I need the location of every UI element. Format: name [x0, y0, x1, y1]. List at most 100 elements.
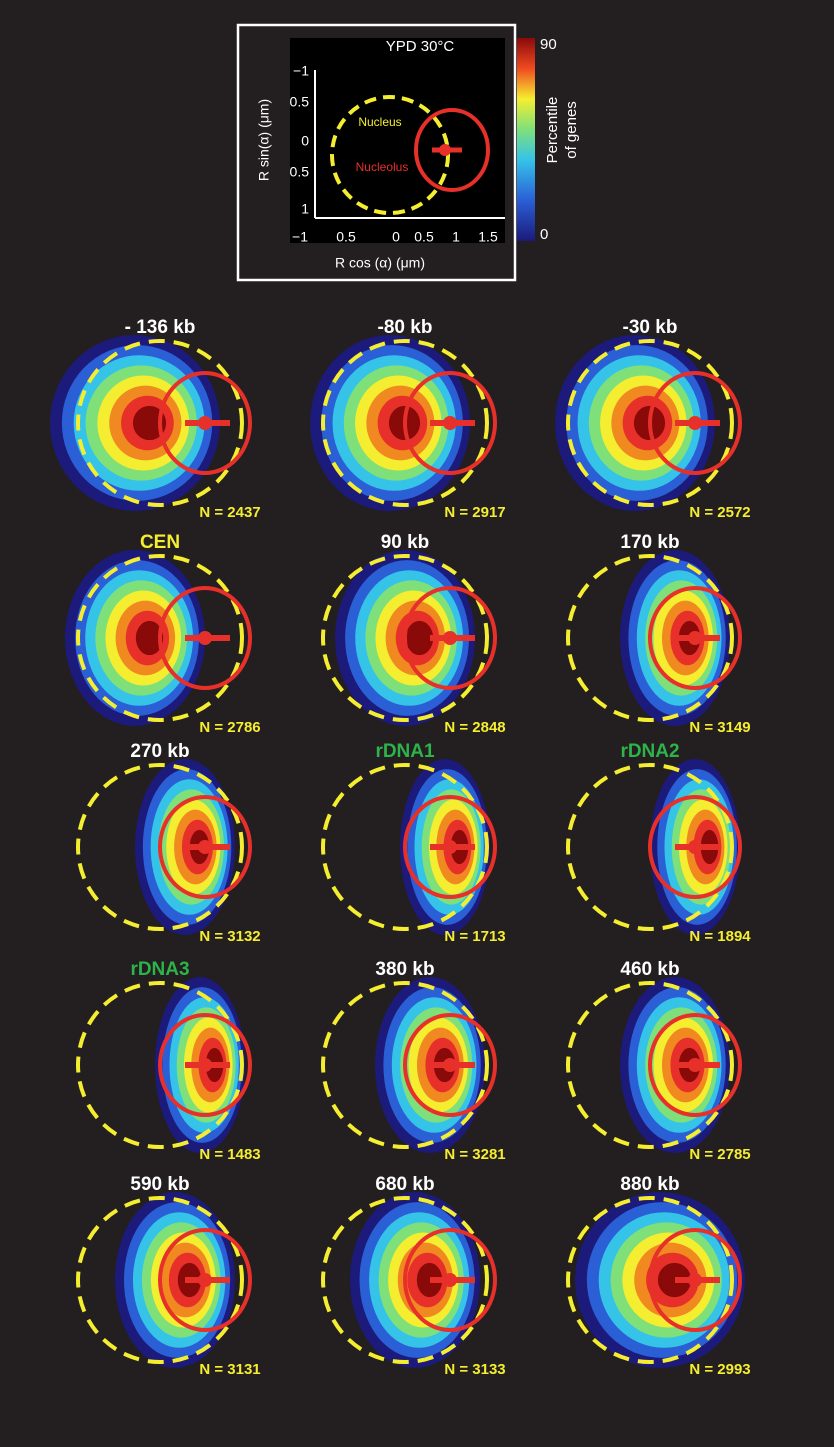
colorbar-max: 90 — [540, 36, 557, 53]
centroid — [688, 1058, 702, 1072]
centroid — [688, 1273, 702, 1287]
nucleus-outline — [566, 981, 734, 1149]
x-tick-label: 0.5 — [414, 229, 434, 245]
panel: -30 kb N = 2572 — [555, 317, 751, 521]
key-frame — [236, 23, 517, 282]
nucleolus-outline — [403, 586, 497, 690]
centroid — [688, 416, 702, 430]
panel: 460 kb N = 2785 — [566, 959, 751, 1163]
panel-title: rDNA2 — [620, 741, 679, 762]
centroid — [443, 631, 457, 645]
panel-count: N = 3133 — [444, 1361, 505, 1378]
nucleolus-outline — [648, 1228, 742, 1332]
panel-title: -30 kb — [623, 317, 678, 338]
colorbar — [517, 38, 535, 241]
centroid — [688, 840, 702, 854]
centroid — [443, 416, 457, 430]
colorbar-title: of genes — [563, 101, 580, 159]
panel-title: 380 kb — [375, 959, 434, 980]
centroid — [443, 840, 457, 854]
panel-title: 90 kb — [381, 532, 430, 553]
nucleolus-outline — [158, 586, 252, 690]
x-tick-label: 0.5 — [336, 229, 356, 245]
y-tick-label: 0.5 — [290, 94, 310, 110]
centroid — [198, 416, 212, 430]
panel: 90 kb N = 2848 — [321, 532, 506, 736]
panel-count: N = 3131 — [199, 1361, 260, 1378]
panel-count: N = 1713 — [444, 928, 505, 945]
nucleus-outline — [321, 981, 489, 1149]
x-tick-label: 1 — [452, 229, 460, 245]
density-layer — [416, 1262, 443, 1298]
panel: rDNA1 N = 1713 — [321, 741, 506, 945]
panel-title: rDNA3 — [130, 959, 189, 980]
panel: 270 kb N = 3132 — [76, 741, 261, 945]
nucleus-outline — [566, 763, 734, 931]
panel-title: 270 kb — [130, 741, 189, 762]
nucleolus-outline — [158, 1228, 252, 1332]
nucleus-outline — [76, 554, 244, 722]
nucleus-outline — [321, 1196, 489, 1364]
panel-count: N = 2572 — [689, 504, 750, 521]
y-axis-label: R sin(α) (μm) — [256, 99, 272, 181]
nucleolus-outline — [648, 795, 742, 899]
panel-count: N = 2786 — [199, 719, 260, 736]
panel-count: N = 1483 — [199, 1146, 260, 1163]
y-tick-label: 1 — [301, 201, 309, 217]
panel: rDNA2 N = 1894 — [566, 741, 751, 945]
centroid — [198, 631, 212, 645]
nucleolus-outline — [648, 1013, 742, 1117]
panel: 170 kb N = 3149 — [566, 532, 751, 736]
panel-count: N = 3281 — [444, 1146, 505, 1163]
nucleus-outline — [566, 339, 734, 507]
panel-count: N = 2848 — [444, 719, 505, 736]
nucleolus-outline — [403, 371, 497, 475]
panel-count: N = 3149 — [689, 719, 750, 736]
nucleus-outline — [76, 339, 244, 507]
y-tick-label: 0 — [301, 133, 309, 149]
panel-count: N = 2785 — [689, 1146, 750, 1163]
panel: CEN N = 2786 — [65, 532, 261, 736]
centroid — [688, 631, 702, 645]
panel-title: 170 kb — [620, 532, 679, 553]
nucleus-outline — [566, 1196, 734, 1364]
nucleus-label: Nucleus — [358, 115, 401, 129]
panel-title: 590 kb — [130, 1174, 189, 1195]
nucleus-outline — [76, 981, 244, 1149]
panel-title: - 136 kb — [125, 317, 196, 338]
density-layer — [657, 1262, 692, 1298]
centroid — [198, 1273, 212, 1287]
centroid — [198, 840, 212, 854]
nucleus-outline — [321, 554, 489, 722]
panel: 380 kb N = 3281 — [321, 959, 506, 1163]
panel-title: 880 kb — [620, 1174, 679, 1195]
panel-count: N = 1894 — [689, 928, 751, 945]
colorbar-title: Percentile — [544, 97, 561, 164]
density-layer — [132, 405, 167, 441]
panel-title: 680 kb — [375, 1174, 434, 1195]
x-axis-label: R cos (α) (μm) — [335, 255, 425, 271]
key-title: YPD 30°C — [386, 38, 455, 55]
centroid — [439, 144, 451, 156]
key: YPD 30°C Nucleus Nucleolus R cos (α) (μm… — [236, 23, 580, 282]
nucleus-outline — [76, 763, 244, 931]
panel-title: CEN — [140, 532, 180, 553]
nucleolus-outline — [403, 795, 497, 899]
density-layer — [135, 620, 164, 656]
x-tick-label: −1 — [292, 229, 308, 245]
y-tick-label: 0.5 — [290, 164, 310, 180]
x-tick-label: 1.5 — [478, 229, 498, 245]
nucleus-outline — [76, 1196, 244, 1364]
nucleus-outline — [321, 763, 489, 931]
nucleolus-outline — [158, 371, 252, 475]
panel: - 136 kb N = 2437 — [50, 317, 261, 521]
nucleolus-outline — [648, 371, 742, 475]
nucleolus-outline — [158, 795, 252, 899]
density-layer — [405, 620, 434, 656]
nucleus-outline — [321, 339, 489, 507]
panel-title: -80 kb — [378, 317, 433, 338]
panel-count: N = 3132 — [199, 928, 260, 945]
panel-title: 460 kb — [620, 959, 679, 980]
